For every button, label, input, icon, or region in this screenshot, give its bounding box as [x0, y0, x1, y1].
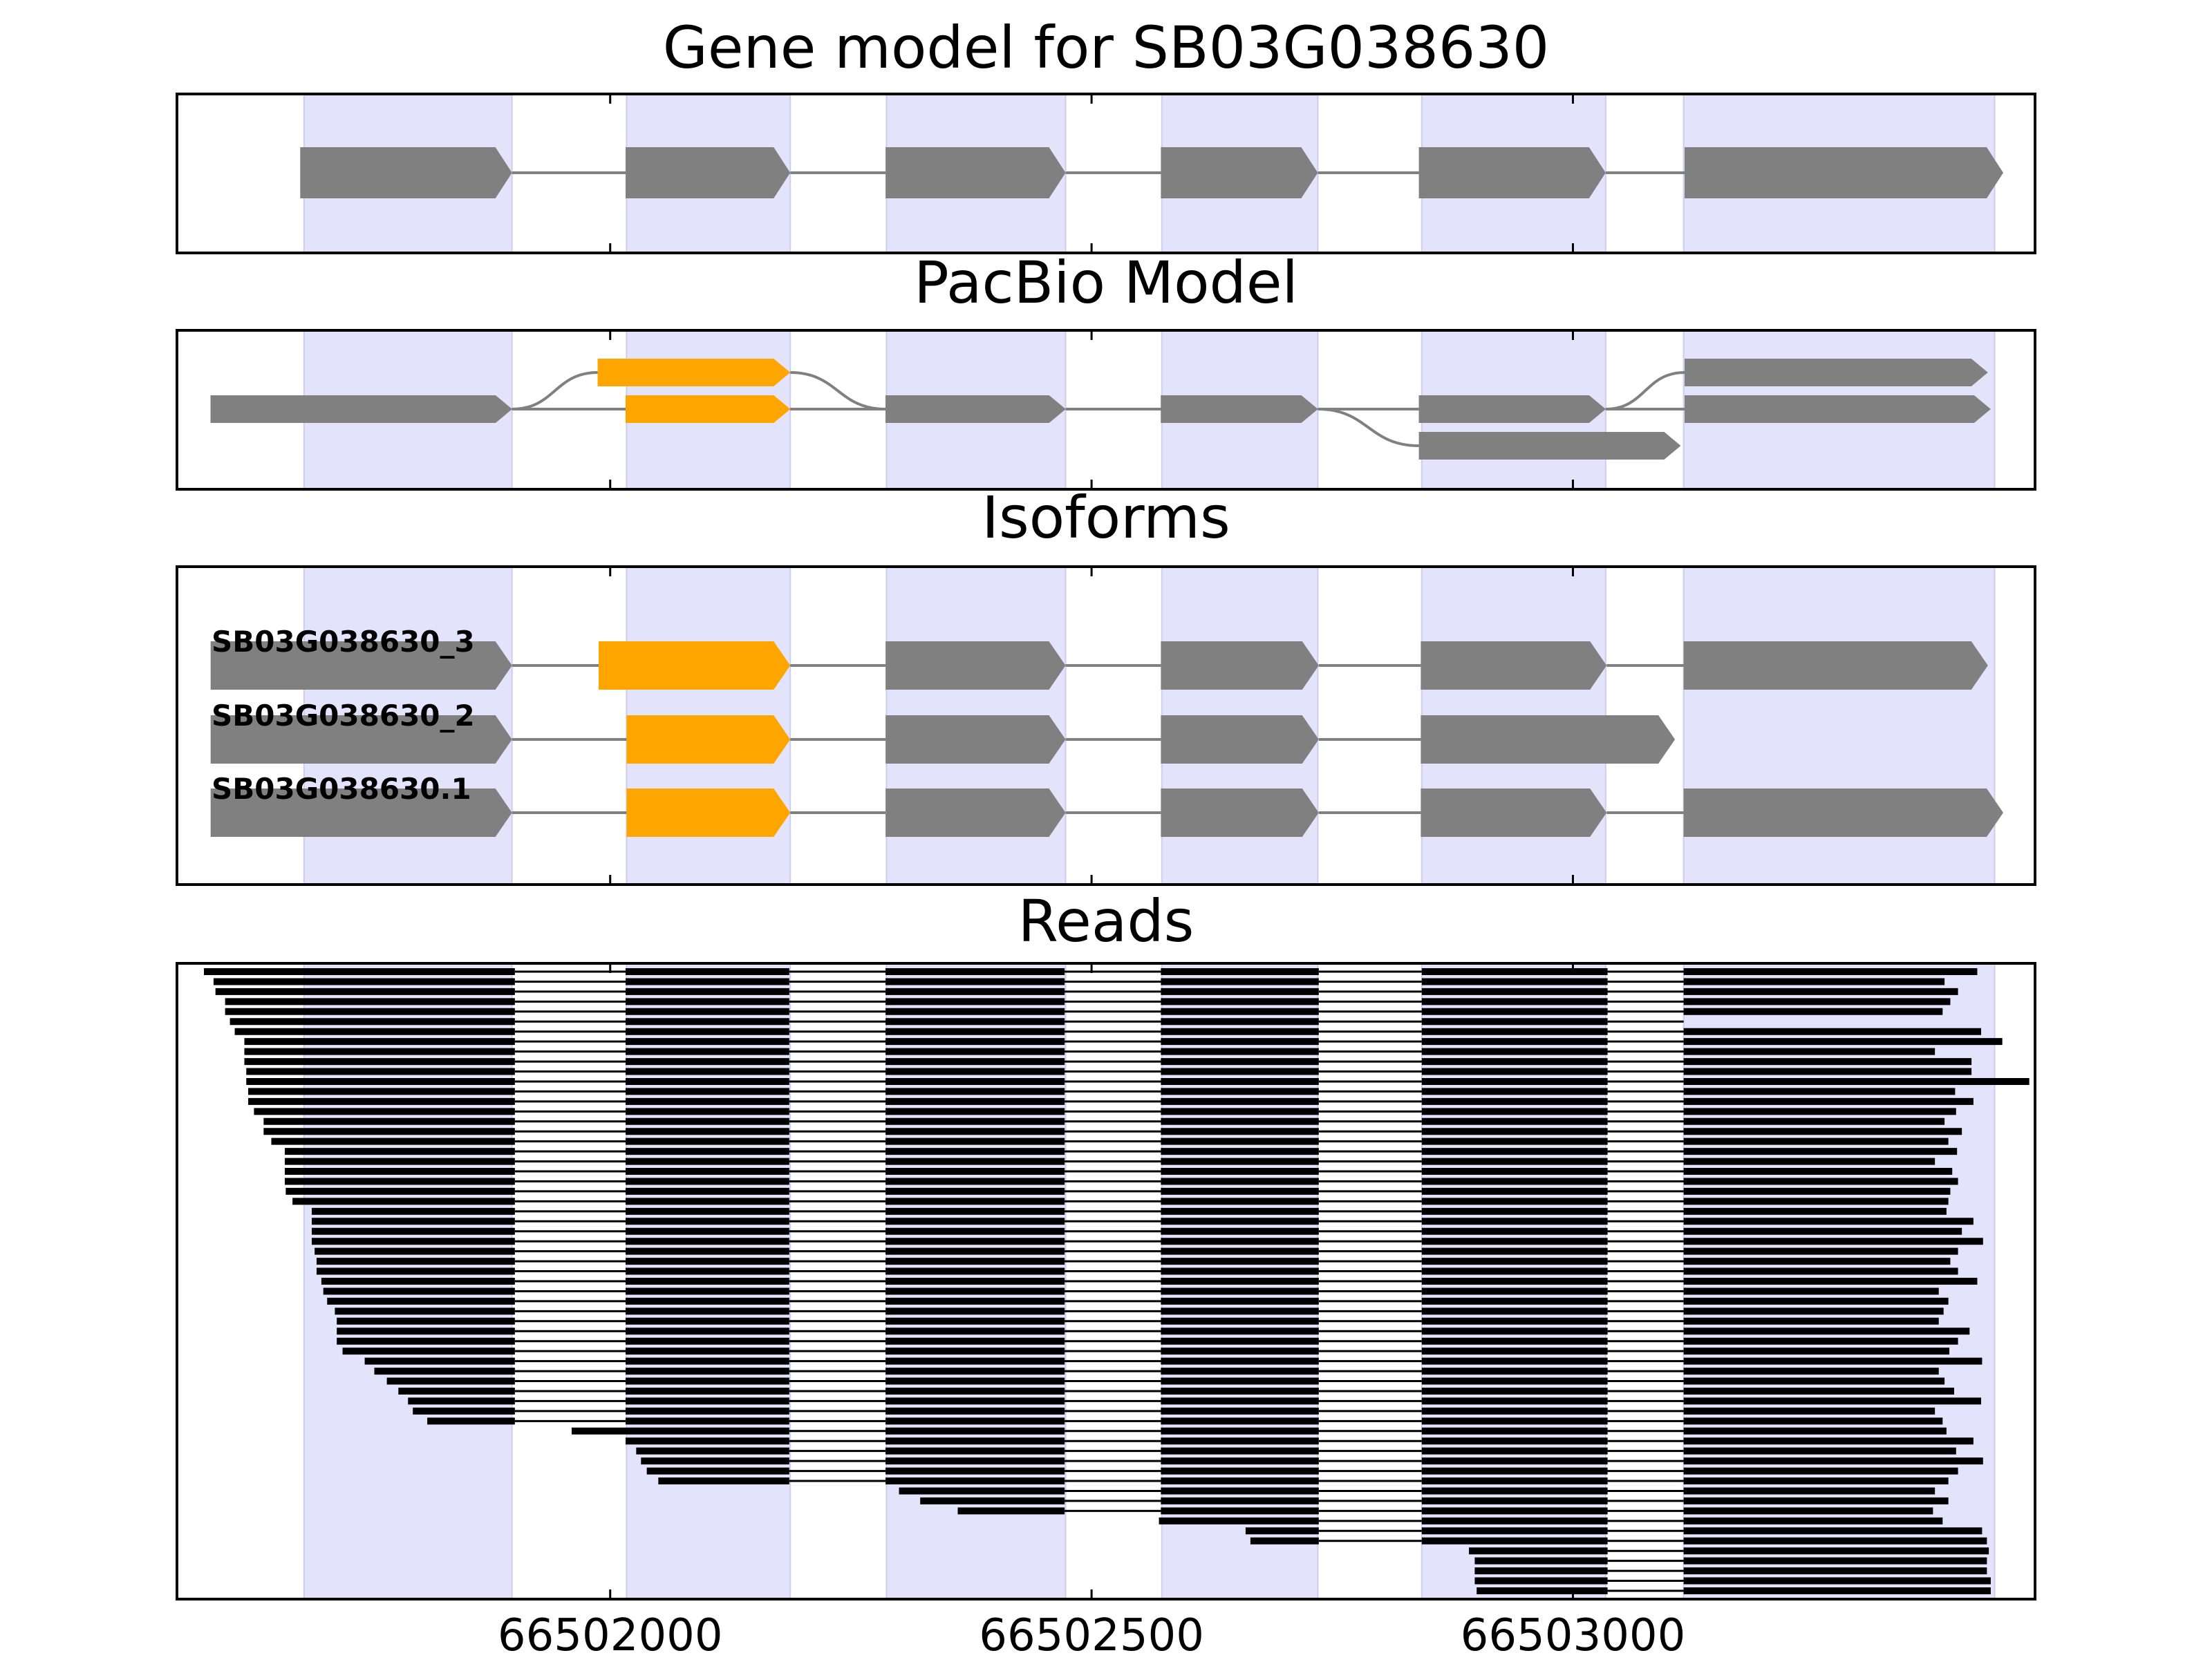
exon-block	[210, 641, 512, 690]
exon-block	[1161, 147, 1318, 198]
intron-line	[1318, 408, 1419, 447]
exon-block	[210, 715, 512, 764]
exon-block	[1421, 641, 1607, 690]
exon-block	[1685, 395, 1991, 423]
exon-block	[1161, 641, 1319, 690]
reads-frame	[176, 962, 2036, 1600]
exon-block	[1418, 395, 1606, 423]
pacbio-model-panel	[176, 329, 2036, 491]
alternative-exon	[626, 788, 791, 837]
exon-block	[300, 147, 512, 198]
exon-block	[885, 641, 1066, 690]
reads-ticks	[609, 963, 1574, 1599]
alternative-exon	[597, 359, 791, 386]
isoforms-track: SB03G038630_3 SB03G038630_2 SB03G038630.1	[210, 625, 2003, 837]
gene-model-panel	[176, 93, 2036, 254]
exon-block	[1161, 715, 1319, 764]
reads-track	[203, 968, 2030, 1594]
exon-block	[1421, 715, 1676, 764]
gene-model-frame	[176, 93, 2036, 254]
exon-block	[885, 788, 1066, 837]
exon-block	[210, 788, 512, 837]
x-axis-labels: 66502000 66502500 66503000	[498, 1610, 1686, 1661]
alternative-exon	[626, 395, 791, 423]
intron-line	[790, 371, 886, 410]
exon-block	[1685, 147, 2003, 198]
x-tick-label: 66502000	[498, 1610, 723, 1659]
exon-block	[1421, 788, 1607, 837]
x-tick-label: 66502500	[979, 1610, 1204, 1659]
panel-title-reads: Reads	[1018, 887, 1194, 955]
panel-title-pacbio: PacBio Model	[914, 249, 1298, 317]
isoform-label: SB03G038630.1	[212, 772, 471, 806]
exon-block	[885, 715, 1066, 764]
isoforms-ticks	[609, 567, 1574, 885]
isoform-label: SB03G038630_3	[212, 625, 475, 659]
exon-block	[885, 147, 1066, 198]
exon-block	[626, 147, 791, 198]
isoforms-frame	[176, 565, 2036, 886]
isoforms-panel: SB03G038630_3 SB03G038630_2 SB03G038630.1	[176, 565, 2036, 886]
intron-line	[1605, 371, 1685, 410]
intron-line	[512, 371, 598, 410]
exon-block	[1683, 788, 2003, 837]
exon-block	[1685, 359, 1988, 386]
exon-block	[885, 395, 1066, 423]
x-tick-label: 66503000	[1461, 1610, 1686, 1659]
panel-title-gene-model: Gene model for SB03G038630	[663, 14, 1549, 82]
exon-block	[1683, 641, 1988, 690]
pacbio-model-track	[210, 359, 1991, 460]
gene-model-track	[300, 147, 2003, 198]
exon-block	[1418, 147, 1606, 198]
isoform-label: SB03G038630_2	[212, 699, 475, 733]
exon-block	[1161, 395, 1318, 423]
exon-block	[210, 395, 512, 423]
exon-block	[1161, 788, 1319, 837]
pacbio-model-ticks	[609, 330, 1574, 489]
gene-model-ticks	[609, 94, 1574, 253]
alternative-exon	[626, 715, 791, 764]
panel-title-isoforms: Isoforms	[982, 484, 1230, 551]
exon-block	[1418, 432, 1681, 460]
pacbio-model-frame	[176, 329, 2036, 491]
alternative-exon	[599, 641, 791, 690]
reads-panel	[176, 962, 2036, 1600]
